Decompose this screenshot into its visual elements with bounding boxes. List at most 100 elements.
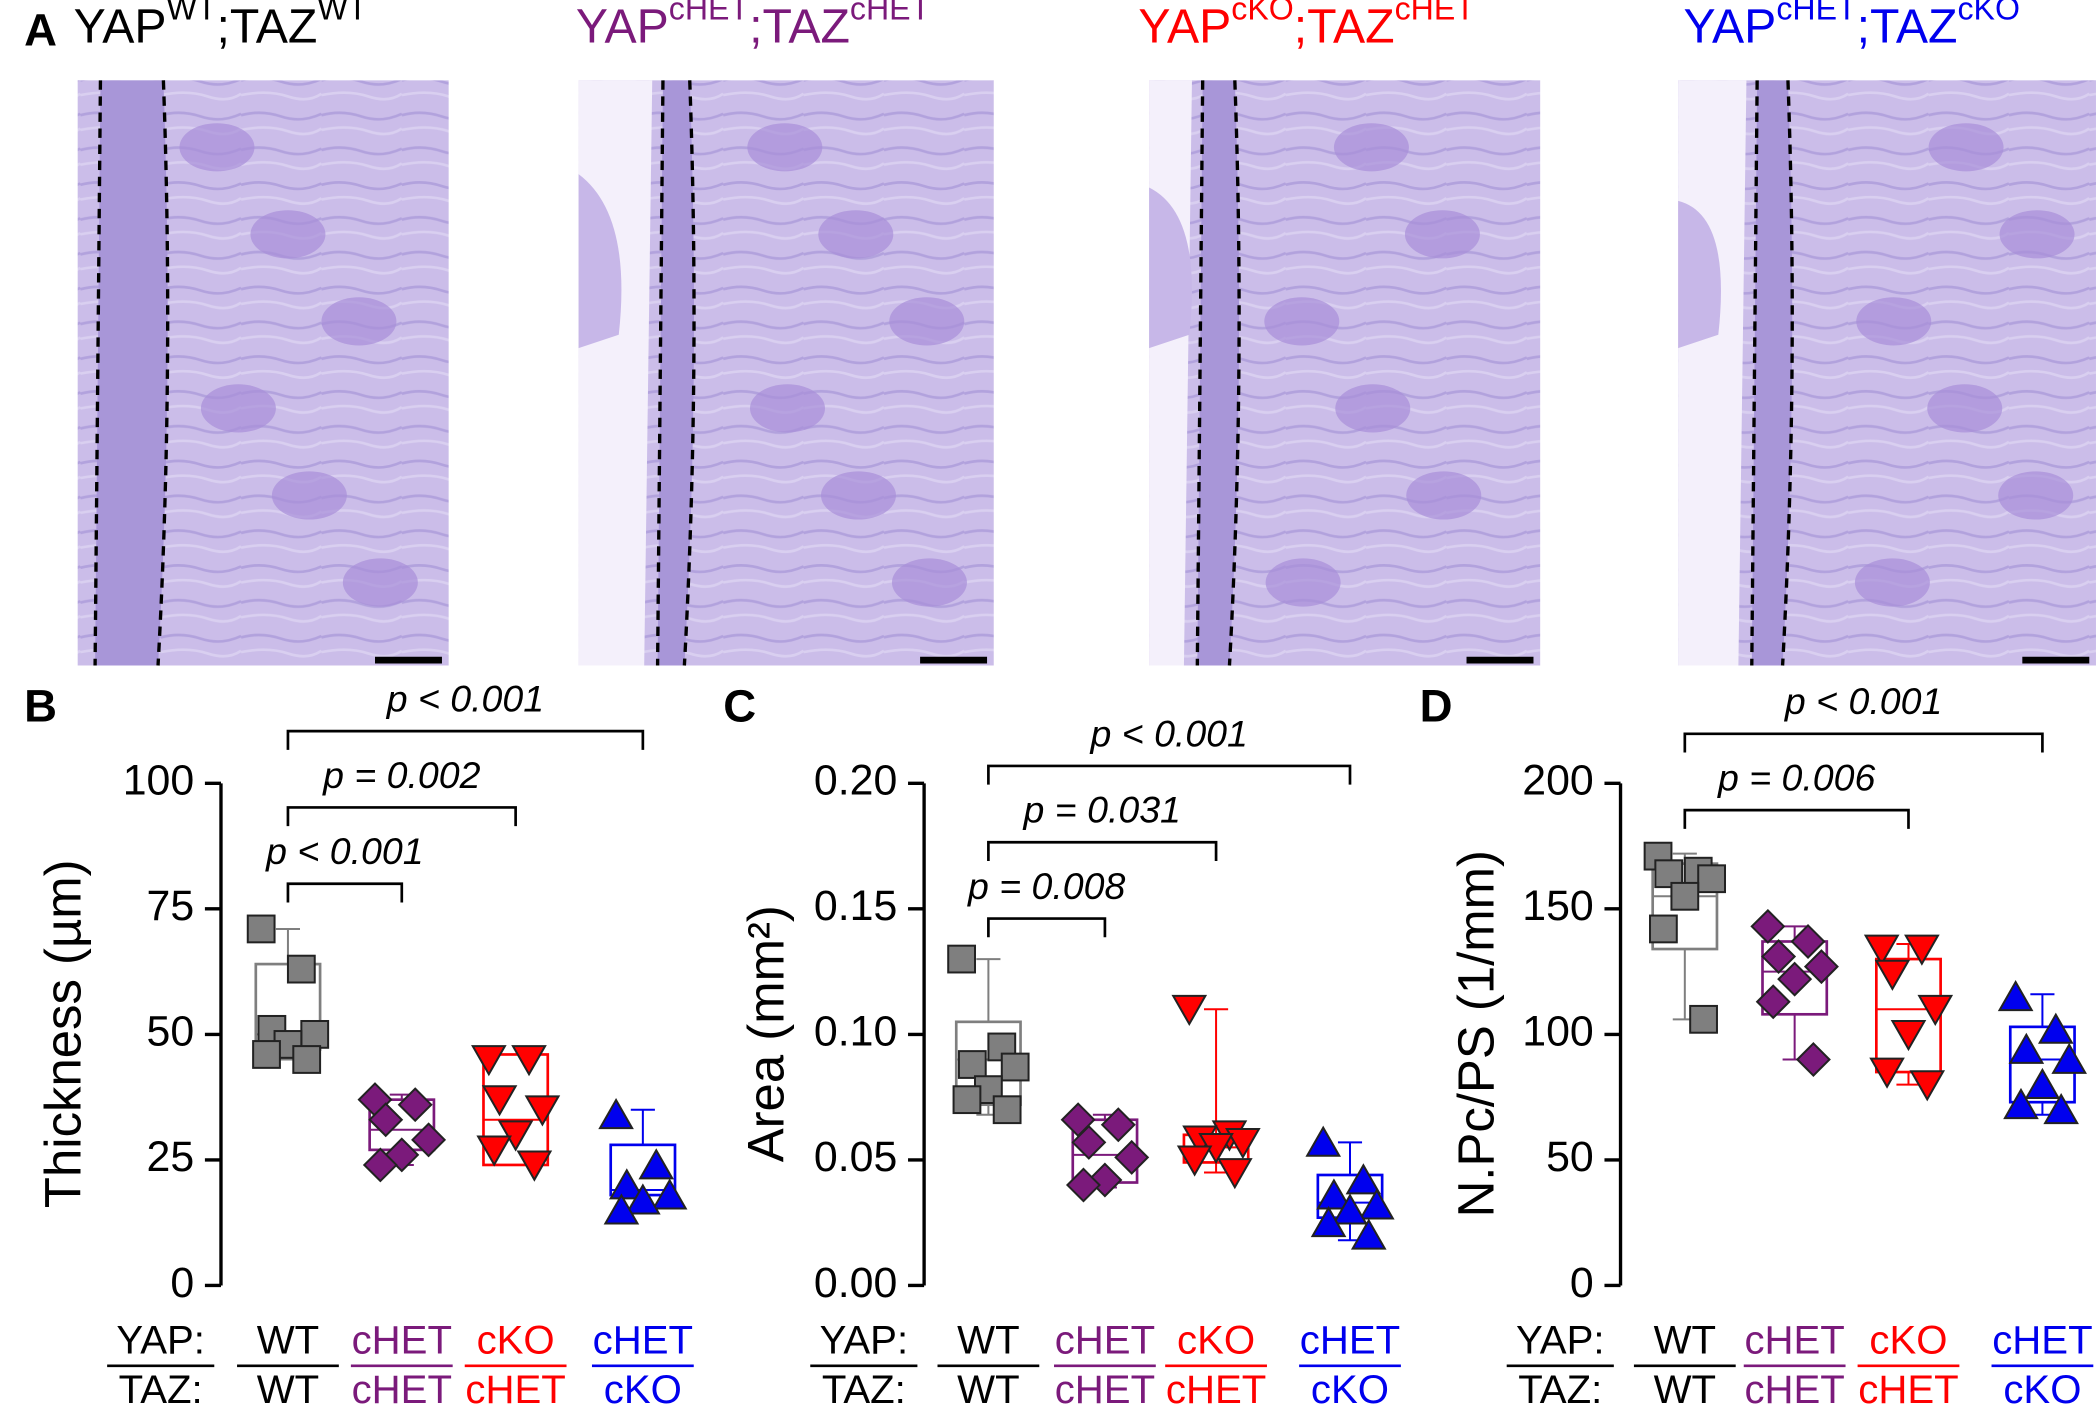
periosteum: [95, 80, 168, 666]
cell: [818, 210, 894, 259]
title-text: YAP: [1683, 0, 1776, 53]
point: [1358, 1188, 1395, 1220]
image-title: YAPWT;TAZWT: [74, 0, 368, 53]
x-row-header: TAZ:: [1518, 1367, 1602, 1412]
point: [1689, 1004, 1718, 1034]
image-title: YAPcKO;TAZcHET: [1138, 0, 1475, 53]
superscript: cHET: [850, 0, 930, 27]
point: [608, 1168, 645, 1200]
x-group-label: cHET: [1858, 1367, 1958, 1412]
point: [524, 1095, 561, 1127]
y-tick-label: 0.15: [814, 882, 897, 930]
gap: [578, 80, 653, 666]
point: [1777, 961, 1813, 997]
panel-letter: A: [24, 5, 57, 56]
point: [1305, 1125, 1342, 1157]
p-value: p < 0.001: [1090, 712, 1248, 754]
y-axis-label: Thickness (µm): [34, 859, 91, 1208]
point: [1755, 984, 1791, 1020]
image-title: YAPcHET;TAZcHET: [576, 0, 930, 53]
point: [1803, 949, 1839, 985]
cell: [820, 471, 896, 520]
significance-bracket: [1683, 732, 2044, 753]
fragment: [578, 174, 622, 349]
significance-bracket: [987, 840, 1218, 861]
point: [362, 1147, 398, 1183]
cell: [891, 558, 967, 607]
point: [2051, 1042, 2087, 1074]
point: [1176, 1145, 1213, 1177]
title-text: ;TAZ: [1857, 0, 1958, 53]
point: [1761, 939, 1797, 975]
superscript: cHET: [1776, 0, 1856, 27]
panel-letter: B: [24, 681, 57, 732]
periosteum: [1751, 80, 1793, 666]
x-group-label: cHET: [352, 1318, 452, 1363]
point: [411, 1122, 447, 1158]
y-tick-label: 75: [147, 882, 195, 930]
x-group-label: cHET: [1055, 1367, 1155, 1412]
point: [1697, 864, 1727, 894]
p-value: p < 0.001: [1784, 680, 1942, 722]
title-text: ;TAZ: [1294, 0, 1395, 53]
y-tick-label: 0: [170, 1259, 194, 1307]
point: [992, 1095, 1022, 1125]
y-axis-label: Area (mm²): [738, 905, 795, 1162]
x-group-label: cHET: [1300, 1318, 1400, 1363]
x-group-label: WT: [957, 1367, 1019, 1412]
x-group-label: cKO: [477, 1318, 555, 1363]
histology-image: [77, 80, 449, 666]
x-row-header: TAZ:: [119, 1367, 203, 1412]
y-tick-label: 0.00: [814, 1259, 897, 1307]
point: [1909, 1070, 1946, 1102]
point: [1997, 979, 2034, 1012]
title-text: YAP: [1138, 0, 1231, 53]
histology-image: [1678, 80, 2096, 666]
fragment: [1678, 200, 1721, 349]
x-group-label: cHET: [1992, 1318, 2092, 1363]
x-row-header: YAP:: [116, 1318, 205, 1363]
boundary: [1227, 80, 1241, 666]
significance-bracket: [987, 917, 1107, 938]
point: [1000, 1052, 1030, 1082]
point: [2043, 1092, 2079, 1125]
boundary: [682, 80, 696, 666]
cell: [750, 384, 825, 433]
point: [1874, 959, 1911, 991]
cell: [1406, 471, 1482, 520]
point: [300, 1019, 330, 1049]
point: [1071, 1124, 1107, 1160]
title-text: ;TAZ: [749, 0, 850, 53]
point: [651, 1178, 688, 1210]
point: [1217, 1158, 1253, 1190]
x-group-label: WT: [1654, 1367, 1716, 1412]
p-value: p < 0.001: [265, 830, 423, 872]
y-tick-label: 50: [1546, 1133, 1594, 1181]
boundary: [93, 80, 103, 666]
point: [2038, 1012, 2074, 1044]
cell: [1335, 384, 1411, 433]
point: [1316, 1178, 1352, 1210]
cell: [271, 471, 347, 520]
point: [368, 1102, 404, 1138]
histology-image: [1149, 80, 1541, 666]
point: [1795, 1042, 1831, 1077]
point: [286, 954, 316, 984]
point: [1345, 1163, 1382, 1195]
y-tick-label: 100: [1522, 1008, 1593, 1056]
x-group-label: cKO: [1869, 1318, 1947, 1363]
title-text: ;TAZ: [216, 0, 317, 53]
point: [2024, 1067, 2061, 1099]
point: [1114, 1139, 1150, 1175]
point: [1863, 934, 1900, 966]
point: [1310, 1205, 1347, 1238]
image-title: YAPcHET;TAZcKO: [1683, 0, 2020, 53]
superscript: cKO: [1958, 0, 2020, 27]
x-group-label: cHET: [1744, 1318, 1844, 1363]
point: [638, 1148, 675, 1180]
point: [246, 914, 276, 944]
periosteum: [1197, 80, 1240, 666]
point: [1917, 994, 1954, 1027]
